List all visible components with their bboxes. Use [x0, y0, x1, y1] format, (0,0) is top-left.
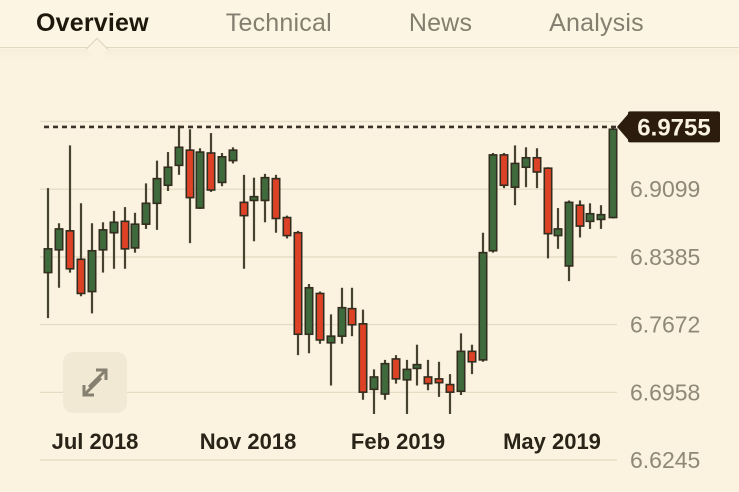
candle-body-down	[65, 230, 75, 270]
candle-body-up	[174, 146, 184, 167]
candle-body-up	[163, 166, 173, 187]
candle-body-up	[98, 229, 108, 251]
candle-body-up	[109, 221, 119, 234]
candle-body-down	[575, 204, 585, 227]
candle-body-down	[271, 177, 281, 220]
candle-body-up	[130, 223, 140, 249]
tab-news[interactable]: News	[408, 9, 473, 37]
candle-body-up	[326, 335, 336, 344]
candle-body-up	[608, 128, 618, 219]
candle-body-up	[260, 176, 270, 202]
candle-body-up	[337, 306, 347, 337]
candle-body-up	[217, 156, 227, 184]
candle-body-up	[141, 202, 151, 225]
candle-body-down	[358, 323, 368, 393]
candle-body-up	[488, 154, 498, 252]
y-axis-tick-label: 6.9099	[630, 176, 700, 202]
badge-arrow-icon	[617, 111, 630, 142]
tab-technical[interactable]: Technical	[225, 9, 332, 37]
candle-body-up	[402, 368, 412, 381]
candle-body-down	[347, 307, 357, 326]
tab-bar: Overview Technical News Analysis	[0, 0, 739, 48]
candle-body-down	[293, 231, 303, 336]
candle-body-up	[304, 286, 314, 336]
candle-body-up	[521, 156, 531, 169]
candle-body-down	[282, 216, 292, 237]
candle-body-up	[553, 228, 563, 237]
candle-body-down	[532, 156, 542, 173]
candle-body-up	[510, 162, 520, 188]
candle-body-up	[87, 249, 97, 293]
candle-body-up	[369, 376, 379, 391]
candle-body-up	[228, 149, 238, 162]
candle-body-down	[445, 383, 455, 393]
expand-chart-button[interactable]	[63, 352, 127, 413]
candle-body-down	[543, 167, 553, 235]
candle-body-up	[249, 195, 259, 202]
candle-body-down	[467, 350, 477, 363]
candle-body-down	[315, 292, 325, 341]
y-axis-tick-label: 6.6958	[630, 379, 700, 405]
candle-body-up	[585, 212, 595, 223]
candle-body-up	[380, 362, 390, 395]
gridlines	[40, 120, 617, 461]
y-axis-tick-label: 6.8385	[630, 244, 700, 270]
y-axis-labels: 6.9099 6.8385 6.7672 6.6958 6.6245	[630, 176, 700, 473]
candle-body-down	[76, 258, 86, 295]
candle-body-up	[152, 177, 162, 205]
y-axis-tick-label: 6.7672	[630, 312, 700, 338]
candle-body-up	[456, 350, 466, 393]
candle-body-up	[564, 201, 574, 267]
candle-body-down	[120, 220, 130, 250]
x-axis-tick-label: Jul 2018	[52, 429, 139, 454]
expand-arrows-icon	[82, 368, 108, 397]
x-axis-labels: Jul 2018 Nov 2018 Feb 2019 May 2019	[52, 429, 601, 454]
candle-body-up	[596, 213, 606, 221]
candles	[43, 125, 618, 414]
current-price-text: 6.9755	[637, 114, 710, 141]
candle-body-up	[478, 251, 488, 361]
candle-body-down	[434, 378, 444, 384]
candle-body-down	[499, 154, 509, 187]
y-axis-tick-label: 6.6245	[630, 447, 700, 473]
candle-body-up	[43, 248, 53, 274]
x-axis-tick-label: May 2019	[503, 429, 601, 454]
candle-body-down	[423, 376, 433, 385]
candle-body-down	[391, 358, 401, 380]
candle-body-up	[195, 151, 205, 209]
tab-analysis[interactable]: Analysis	[549, 9, 644, 37]
x-axis-tick-label: Nov 2018	[200, 429, 297, 454]
candle-body-down	[185, 149, 195, 199]
x-axis-tick-label: Feb 2019	[351, 429, 445, 454]
candle-body-up	[54, 228, 64, 251]
tab-overview[interactable]: Overview	[36, 9, 149, 37]
candle-body-down	[239, 201, 249, 217]
candle-body-up	[412, 363, 422, 370]
candle-body-down	[206, 152, 216, 191]
current-price-badge: 6.9755	[617, 111, 720, 143]
